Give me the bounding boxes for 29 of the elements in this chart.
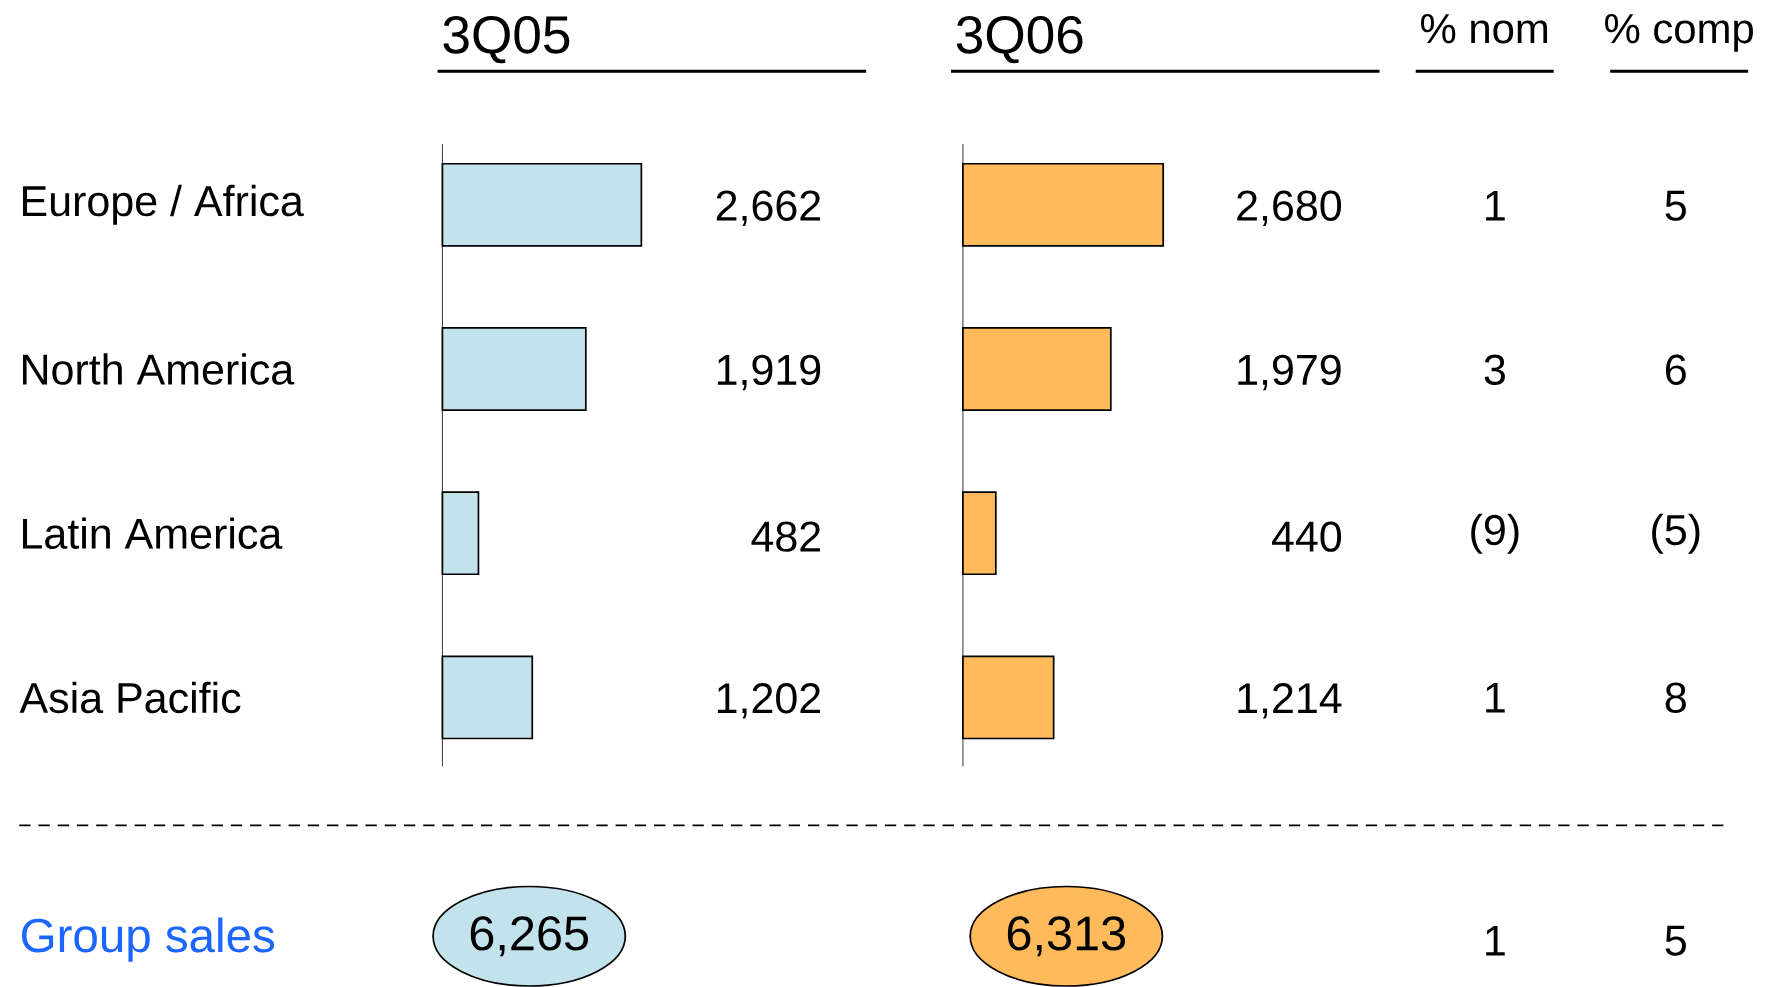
data-label: 2,680 (1237, 190, 1342, 226)
text: 6,265 (470, 916, 589, 957)
text: Group sales (22, 917, 275, 962)
chart-title: 3Q06 (956, 15, 1083, 64)
text: 5 (1665, 190, 1686, 221)
data-label: 1,202 (717, 683, 821, 719)
text: (5) (1652, 513, 1700, 554)
y-tick-label: North America (23, 353, 295, 385)
data-label: 1,919 (717, 354, 821, 391)
y-tick-label: Asia Pacific (19, 681, 241, 714)
data-label: 1,979 (1238, 354, 1341, 391)
text: 1 (1486, 925, 1505, 956)
text: 5 (1665, 925, 1686, 956)
text: % nom (1421, 13, 1548, 44)
text: 6,313 (1007, 916, 1126, 957)
text: (9) (1471, 513, 1519, 554)
y-tick-label: Europe / Africa (23, 184, 304, 225)
text: 8 (1665, 682, 1686, 713)
text: 1 (1486, 190, 1505, 221)
data-label: 2,662 (716, 190, 821, 226)
data-label: 1,214 (1238, 683, 1342, 719)
data-label: 482 (751, 521, 821, 552)
text: 1 (1486, 682, 1505, 713)
data-label: 440 (1271, 521, 1342, 552)
chart-title: 3Q05 (443, 15, 570, 64)
text: 3 (1484, 354, 1505, 385)
text: % comp (1605, 13, 1753, 52)
y-tick-label: Latin America (23, 517, 283, 549)
text: 6 (1666, 354, 1686, 385)
